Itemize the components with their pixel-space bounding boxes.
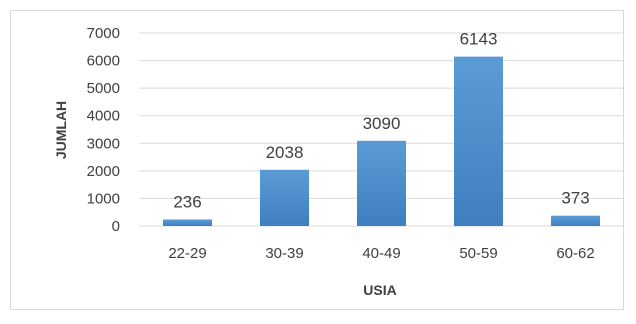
y-tick-label: 7000	[87, 25, 120, 42]
x-tick-label: 60-62	[556, 245, 594, 262]
bar-60-62	[551, 215, 600, 226]
x-tick-label: 30-39	[265, 245, 303, 262]
y-axis-tick-labels: 0 1000 2000 3000 4000 5000 6000 7000	[87, 25, 120, 235]
y-tick-label: 3000	[87, 135, 120, 152]
bar-40-49	[357, 140, 406, 226]
y-tick-label: 1000	[87, 190, 120, 207]
y-tick-label: 6000	[87, 53, 120, 70]
data-labels: 236 2038 3090 6143 373	[173, 30, 589, 212]
bar-50-59	[454, 56, 503, 226]
chart-frame	[10, 10, 624, 310]
data-label: 3090	[363, 114, 401, 133]
y-axis-title: JUMLAH	[53, 101, 69, 159]
bar-30-39	[260, 169, 309, 226]
x-axis-tick-labels: 22-29 30-39 40-49 50-59 60-62	[168, 245, 594, 262]
bar-22-29	[163, 219, 212, 226]
y-tick-label: 0	[112, 218, 120, 235]
y-tick-label: 4000	[87, 108, 120, 125]
data-label: 236	[173, 192, 201, 211]
gridlines	[139, 32, 624, 227]
x-tick-label: 40-49	[362, 245, 400, 262]
data-label: 2038	[266, 143, 304, 162]
y-tick-label: 5000	[87, 80, 120, 97]
x-axis-title: USIA	[363, 282, 396, 298]
y-tick-label: 2000	[87, 163, 120, 180]
data-label: 373	[561, 189, 589, 208]
x-tick-label: 22-29	[168, 245, 206, 262]
x-tick-label: 50-59	[459, 245, 497, 262]
data-label: 6143	[460, 30, 498, 49]
bars	[163, 56, 600, 226]
